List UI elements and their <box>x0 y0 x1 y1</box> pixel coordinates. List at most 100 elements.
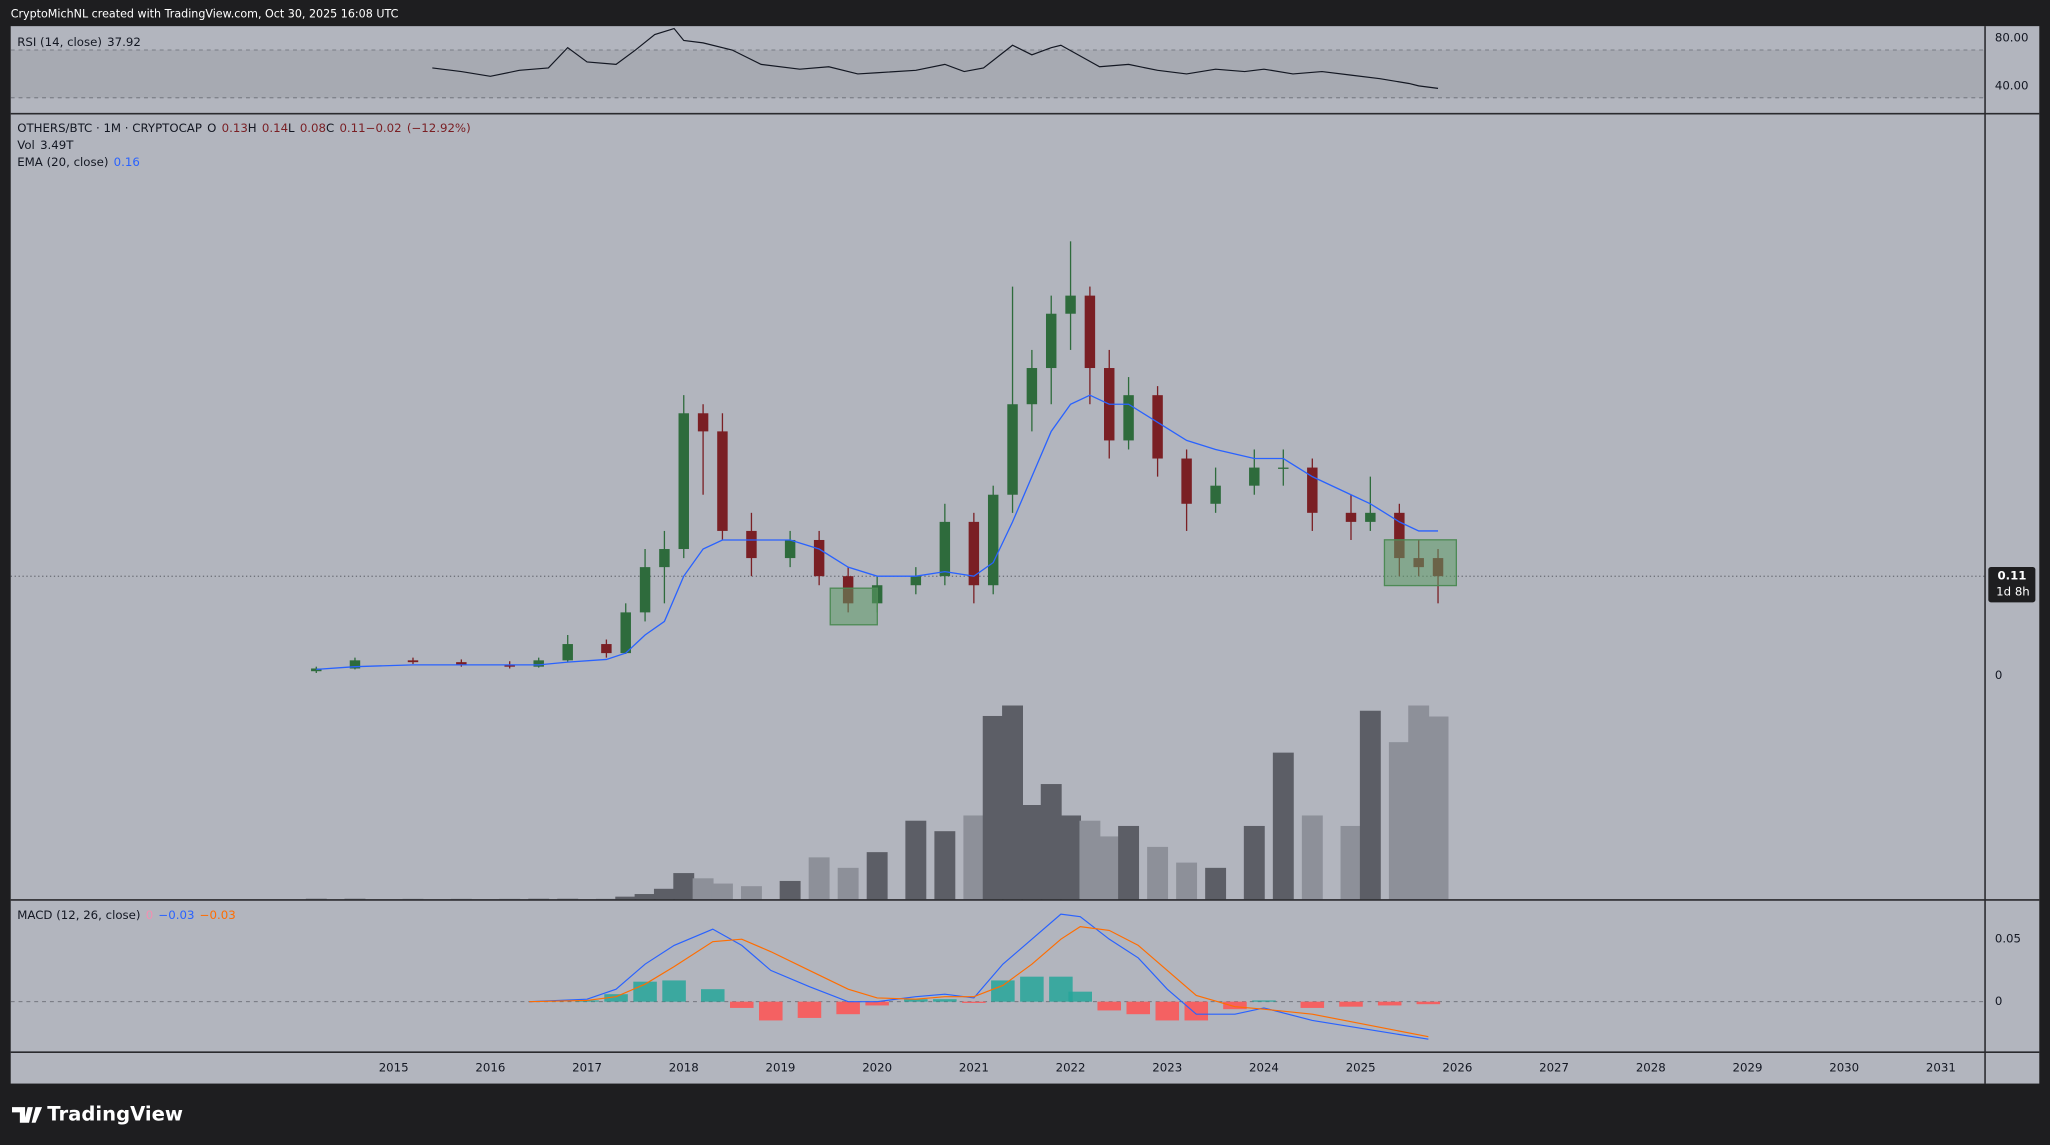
legend: OTHERS/BTC · 1M · CRYPTOCAP O 0.13H 0.14L 0.… <box>17 121 470 135</box>
undefined: OTHERS/BTC · 1M · CRYPTOCAP <box>17 121 202 135</box>
volume-bar <box>595 898 617 900</box>
volume-bar <box>1205 867 1227 900</box>
undefined: RSI (14, close) <box>17 34 102 48</box>
volume-bar <box>1176 862 1198 900</box>
candle-body <box>639 567 651 613</box>
histogram-bar <box>730 1001 754 1008</box>
undefined: Vol <box>17 138 35 152</box>
histogram-bar <box>836 1001 860 1015</box>
volume-bar <box>1098 836 1120 900</box>
candle-body <box>349 660 361 669</box>
volume-bar <box>1079 820 1101 900</box>
candle-body <box>678 413 689 550</box>
highlight-box <box>829 587 878 626</box>
rsi-line <box>432 27 1439 89</box>
candle-body <box>813 539 825 577</box>
volume-bar <box>934 831 956 900</box>
y-tick-label: 0 <box>1995 994 2002 1008</box>
x-tick-label: 2022 <box>1056 1060 1086 1074</box>
histogram-bar <box>1252 1000 1276 1002</box>
volume-bar <box>1118 825 1140 900</box>
legend: MACD (12, 26, close) 0 −0.03 −0.03 <box>17 907 235 921</box>
legend: EMA (20, close) 0.16 <box>17 155 140 169</box>
histogram-bar <box>904 999 928 1002</box>
brand-name: TradingView <box>47 1102 183 1125</box>
volume-bar <box>615 896 637 900</box>
candle-body <box>1394 512 1405 559</box>
histogram-bar <box>962 1001 986 1003</box>
candle-body <box>784 539 796 559</box>
volume-bar <box>634 894 656 900</box>
candle-body <box>1210 485 1221 504</box>
histogram-bar <box>575 1000 599 1002</box>
x-tick-label: 2028 <box>1636 1060 1666 1074</box>
y-tick-label: 80.00 <box>1995 31 2029 45</box>
price-label: 0.11 <box>1997 569 2026 583</box>
undefined: 0.16 <box>114 155 140 169</box>
histogram-bar <box>991 980 1015 1002</box>
candle-body <box>1152 395 1163 459</box>
x-tick-label: 2016 <box>475 1060 505 1074</box>
candle-body <box>910 576 922 586</box>
volume-bar <box>1388 742 1410 900</box>
volume-bar <box>1340 825 1362 900</box>
highlight-box <box>1383 539 1457 587</box>
macd-line <box>529 913 1429 1040</box>
header-text: CryptoMichNL created with TradingView.co… <box>11 7 399 20</box>
macd-line <box>529 926 1429 1038</box>
x-tick-label: 2029 <box>1733 1060 1763 1074</box>
price-label-box <box>1988 567 2036 603</box>
candle-body <box>601 644 612 654</box>
candle-body <box>746 530 757 559</box>
candle-body <box>1084 295 1096 369</box>
volume-bar <box>982 715 1004 900</box>
volume-bar <box>692 878 714 900</box>
candle-body <box>939 521 951 577</box>
x-tick-label: 2023 <box>1152 1060 1182 1074</box>
histogram-bar <box>1155 1001 1180 1021</box>
histogram-bar <box>1300 1001 1325 1008</box>
histogram-bar <box>933 999 957 1002</box>
candle-body <box>1307 467 1318 513</box>
candle-body <box>717 431 728 531</box>
undefined: 0.11 <box>339 121 365 135</box>
candle-body <box>1026 368 1038 405</box>
volume-bar <box>1243 825 1265 900</box>
volume-bar <box>1427 716 1449 900</box>
x-tick-label: 2017 <box>572 1060 602 1074</box>
histogram-bar <box>1377 1001 1402 1006</box>
candle-body <box>1123 395 1134 441</box>
volume-bar <box>653 888 675 900</box>
candle-body <box>659 549 670 568</box>
candle-body <box>311 668 322 672</box>
volume-bar <box>1272 752 1294 900</box>
volume-bar <box>711 883 733 900</box>
x-tick-label: 2027 <box>1539 1060 1569 1074</box>
candle-body <box>697 413 709 432</box>
y-tick-label: 0.05 <box>1995 932 2021 946</box>
volume-bar <box>305 898 327 900</box>
undefined: H <box>248 121 257 135</box>
volume-bar <box>1021 805 1043 900</box>
volume-bar <box>779 880 801 900</box>
undefined: C <box>326 121 334 135</box>
histogram-bar <box>604 994 628 1002</box>
chart-area <box>10 26 2040 1084</box>
histogram-bar <box>1068 991 1092 1002</box>
histogram-bar <box>662 980 686 1002</box>
histogram-bar <box>759 1001 783 1021</box>
histogram-bar <box>1020 976 1044 1002</box>
volume-bar <box>837 867 859 900</box>
histogram-bar <box>1184 1001 1209 1021</box>
x-tick-label: 2018 <box>669 1060 699 1074</box>
candle-body <box>968 521 980 586</box>
legend: RSI (14, close) 37.92 <box>17 34 141 48</box>
volume-bar <box>402 898 424 900</box>
histogram-bar <box>701 989 725 1002</box>
volume-bar <box>1301 815 1323 900</box>
candle-body <box>1249 467 1260 486</box>
candle-body <box>1065 295 1076 314</box>
volume-bar <box>1147 846 1169 900</box>
x-tick-label: 2015 <box>379 1060 409 1074</box>
